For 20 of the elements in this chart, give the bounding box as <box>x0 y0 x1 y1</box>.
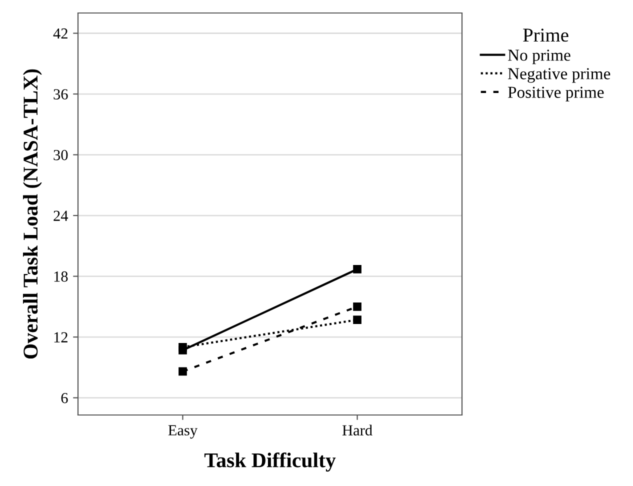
legend-label: Positive prime <box>508 86 604 102</box>
point <box>353 316 362 324</box>
y-tick-label: 36 <box>54 89 68 100</box>
y-tick-label: 30 <box>54 150 68 160</box>
legend-label: Negative prime <box>508 68 610 83</box>
x-axis-title: Task Difficulty <box>204 452 336 472</box>
y-tick-label: 18 <box>54 271 68 282</box>
y-tick-label: 42 <box>53 28 68 39</box>
y-tick-label: 12 <box>54 332 68 342</box>
y-tick-label: 24 <box>54 210 68 221</box>
x-tick-label: Easy <box>168 425 198 439</box>
point <box>178 367 187 376</box>
point <box>178 346 187 354</box>
y-axis-title: Overall Task Load (NASA-TLX) <box>22 69 42 359</box>
x-tick-label: Hard <box>342 424 372 436</box>
point <box>353 302 362 311</box>
legend-label: No prime <box>508 50 570 64</box>
point <box>353 265 362 274</box>
legend-title: Prime <box>523 28 568 42</box>
y-tick-label: 6 <box>61 392 68 404</box>
